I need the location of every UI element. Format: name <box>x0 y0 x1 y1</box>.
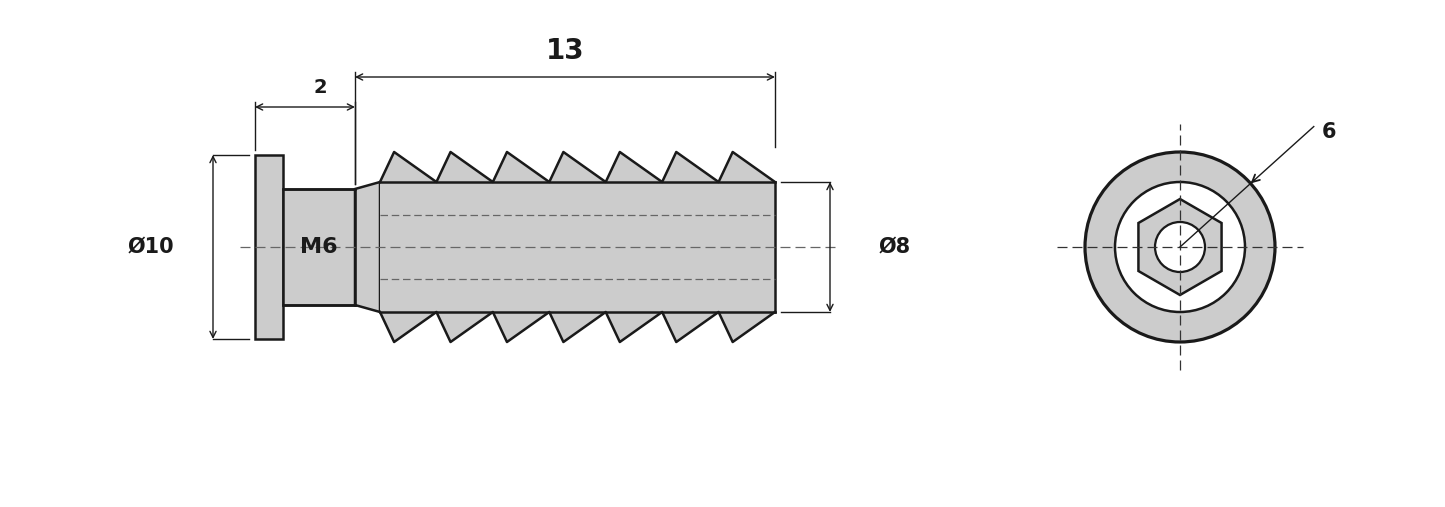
Bar <box>380 182 775 312</box>
Polygon shape <box>1139 199 1221 295</box>
Polygon shape <box>283 189 355 305</box>
Text: Ø8: Ø8 <box>879 237 910 257</box>
Text: 6: 6 <box>1322 122 1337 141</box>
Text: 2: 2 <box>314 78 327 97</box>
Circle shape <box>1085 152 1274 342</box>
Text: M6: M6 <box>301 237 338 257</box>
Text: Ø10: Ø10 <box>127 237 175 257</box>
Text: 13: 13 <box>546 37 584 65</box>
Polygon shape <box>254 155 283 339</box>
Polygon shape <box>380 152 775 182</box>
Circle shape <box>1155 222 1205 272</box>
Circle shape <box>1116 182 1246 312</box>
Polygon shape <box>380 312 775 342</box>
Polygon shape <box>355 182 380 312</box>
